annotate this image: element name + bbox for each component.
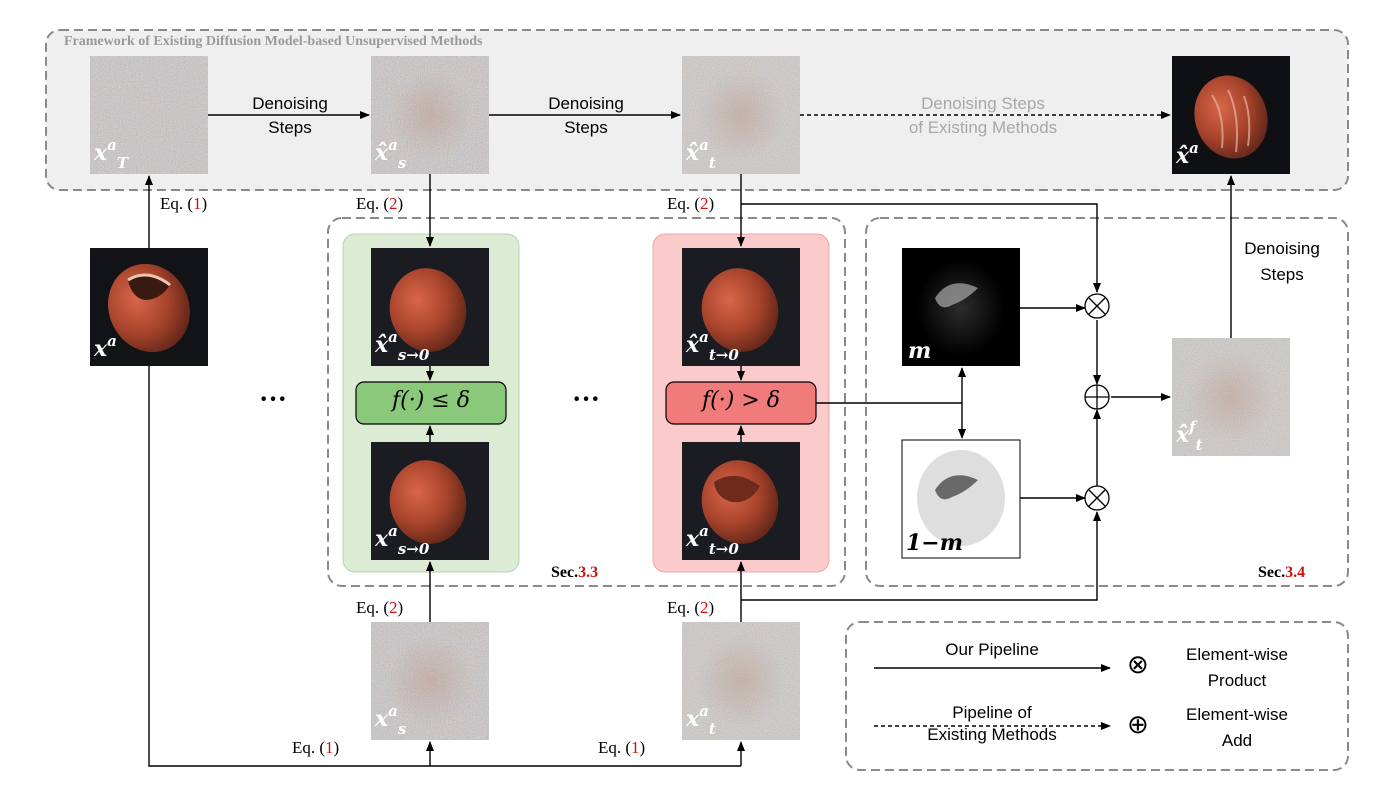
section-3-4-box (865, 217, 1349, 587)
legend-product-icon: ⊗ (1127, 650, 1149, 679)
image-mask (902, 248, 1020, 366)
legend-box (845, 621, 1349, 771)
image-x-hat-t0 (682, 248, 800, 366)
section-3-4-label: Sec.3.4 (1258, 564, 1306, 581)
image-x-hat-t (682, 56, 800, 174)
eq2-s-bottom: Eq. (2) (356, 598, 404, 617)
image-x-s (371, 622, 489, 740)
legend-add-label: Element-wise Add (1185, 705, 1289, 750)
legend-our-pipeline: Our Pipeline (945, 640, 1039, 659)
image-x-hat-final (1172, 56, 1290, 174)
legend-add-icon: ⊕ (1127, 710, 1149, 739)
red-condition-text: f(·) > δ (702, 388, 780, 413)
section-3-3-label: Sec.3.3 (551, 564, 599, 581)
image-x-t0 (682, 442, 800, 560)
product-operator-top (1084, 293, 1110, 319)
arrows (145, 111, 1235, 767)
eq2-t-top: Eq. (2) (667, 194, 715, 213)
label-x-s: xas (375, 702, 407, 738)
label-x-t0: xat→0 (686, 522, 739, 558)
label-x-hat-t0: x̂at→0 (686, 328, 739, 364)
eq2-s-top: Eq. (2) (356, 194, 404, 213)
image-x-input (90, 248, 208, 366)
label-x-hat-final: x̂a (1176, 139, 1199, 169)
add-operator (1084, 384, 1110, 410)
image-x-hat-s (371, 56, 489, 174)
existing-steps-label: Denoising Steps of Existing Methods (908, 94, 1058, 137)
denoising-label-1: Denoising Steps (252, 94, 328, 137)
green-condition-box (355, 381, 507, 425)
image-x-s0 (371, 442, 489, 560)
label-x-hat-s: x̂as (375, 136, 407, 172)
section-3-3-box (327, 217, 846, 587)
image-x-T (90, 56, 208, 174)
label-x-s0: xas→0 (375, 522, 430, 558)
eq2-t-bottom: Eq. (2) (667, 598, 715, 617)
eq1-top: Eq. (1) (160, 194, 208, 213)
label-x-input: xa (94, 332, 117, 362)
label-x-t: xat (686, 702, 716, 738)
image-x-hat-s0 (371, 248, 489, 366)
label-x-hat-f-t: x̂ft (1176, 418, 1203, 454)
legend-existing-pipeline: Pipeline of Existing Methods (927, 703, 1057, 744)
ellipsis-left: ··· (258, 384, 288, 415)
label-x-T: xaT (94, 136, 129, 172)
legend-product-label: Element-wise Product (1185, 645, 1289, 690)
label-mask: m (908, 338, 932, 364)
eq1-bottom-left: Eq. (1) (292, 738, 340, 757)
eq1-bottom-right: Eq. (1) (598, 738, 646, 757)
right-denoising-label: Denoising Steps (1244, 239, 1320, 284)
label-x-hat-s0: x̂as→0 (375, 328, 430, 364)
image-x-t (682, 622, 800, 740)
image-inverse-mask (901, 439, 1021, 559)
image-x-hat-f-t (1172, 338, 1290, 456)
framework-title: Framework of Existing Diffusion Model-ba… (64, 34, 483, 49)
green-condition-text: f(·) ≤ δ (392, 388, 470, 413)
label-x-hat-t: x̂at (686, 136, 716, 172)
denoising-label-2: Denoising Steps (548, 94, 624, 137)
label-inverse-mask: 1−m (906, 530, 964, 556)
ellipsis-right: ··· (571, 384, 601, 415)
product-operator-bottom (1084, 485, 1110, 511)
